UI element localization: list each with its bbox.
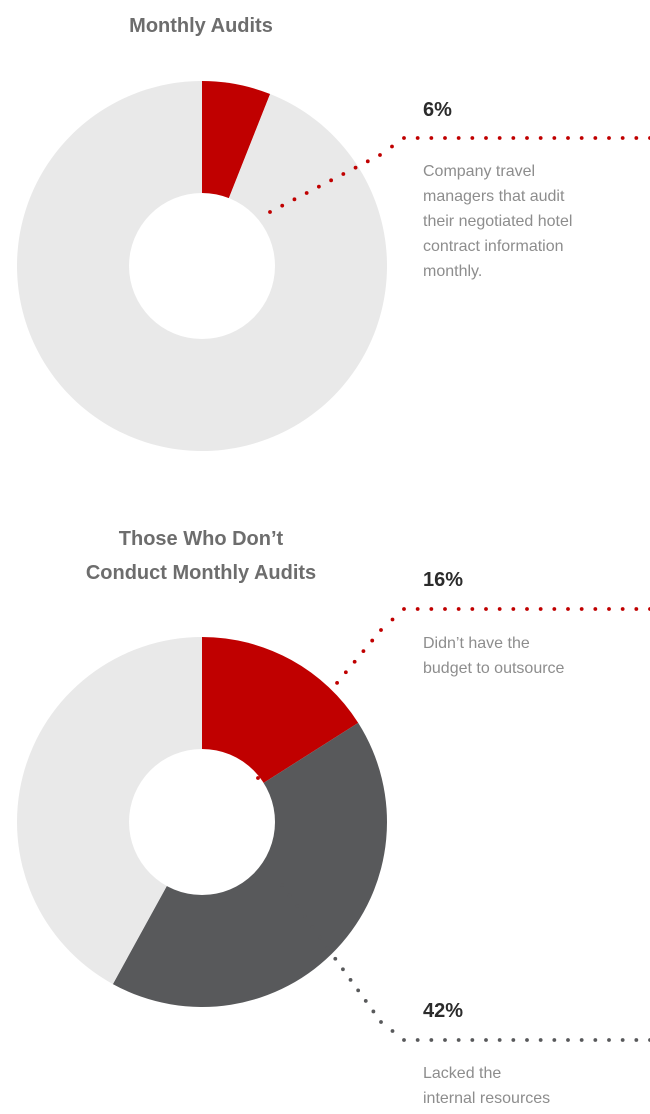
- slice-rest-2: [16, 637, 202, 985]
- donut-chart-2: [16, 607, 650, 1042]
- donut-hole: [129, 193, 275, 339]
- data-label-16-percent: 16%: [423, 569, 464, 591]
- annotation-no-budget: Didn’t have the budget to outsource: [423, 635, 565, 677]
- donut-chart-1: [16, 81, 650, 451]
- annotation-lacked-resources: Lacked the internal resources: [423, 1065, 551, 1107]
- data-label-42-percent: 42%: [423, 1000, 464, 1022]
- leader-42-percent: [280, 883, 650, 1042]
- chart-title-no-monthly-audits: Those Who Don’t Conduct Monthly Audits: [85, 528, 317, 584]
- leader-16-percent: [256, 607, 650, 780]
- donut-hole: [129, 749, 275, 895]
- leader-6-percent: [268, 136, 650, 214]
- chart-title-monthly-audits: Monthly Audits: [129, 15, 273, 37]
- annotation-monthly-auditors: Company travel managers that audit their…: [423, 163, 573, 280]
- data-label-6-percent: 6%: [423, 99, 452, 121]
